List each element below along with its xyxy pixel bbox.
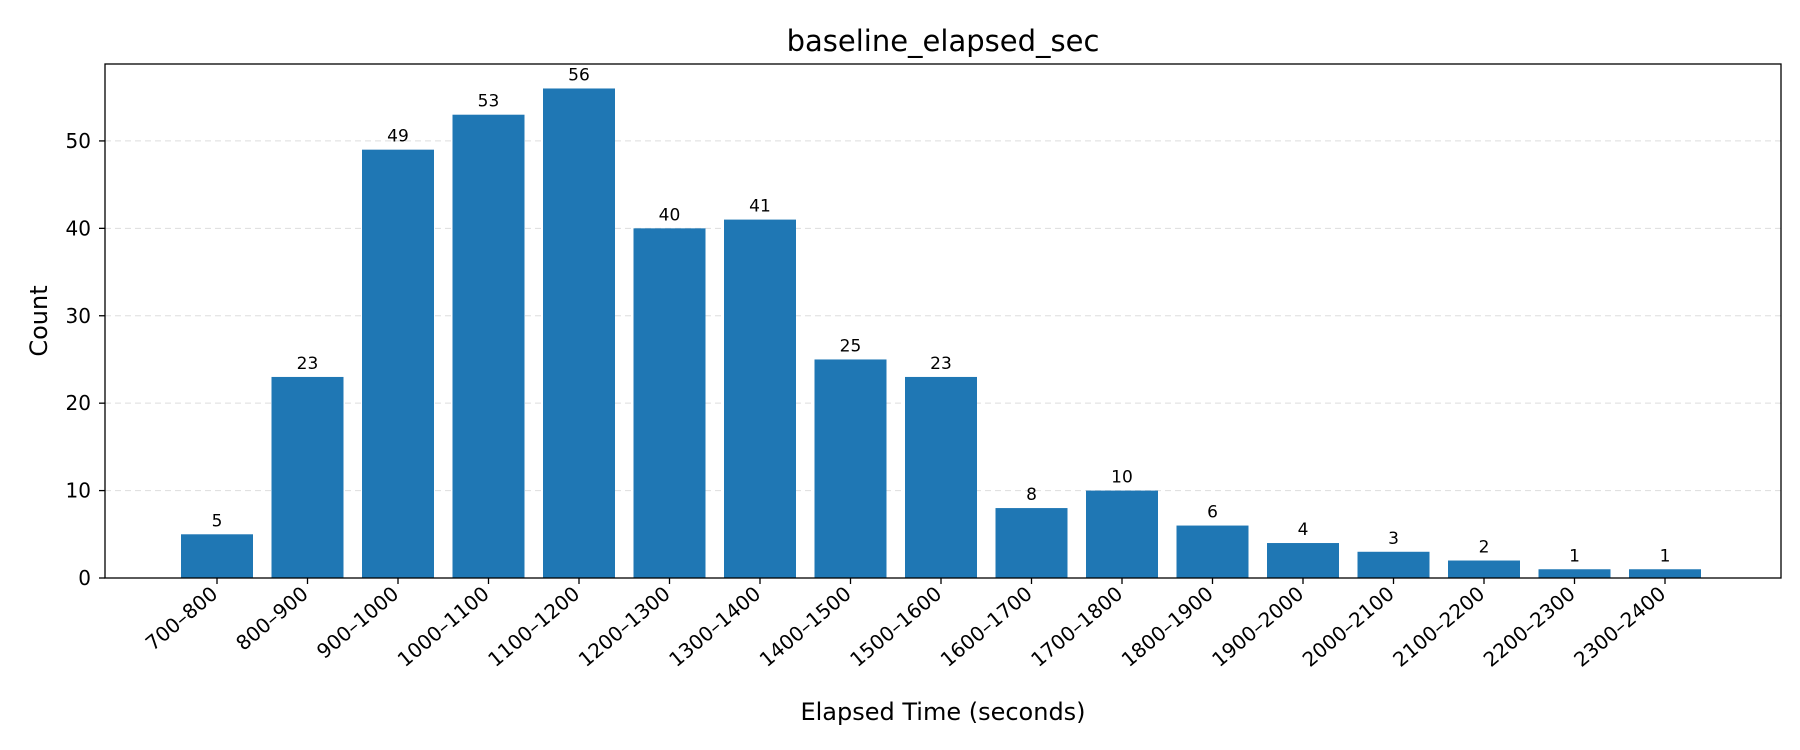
y-tick-label: 50: [66, 129, 91, 153]
bar: [1176, 525, 1249, 578]
plot-frame: [104, 63, 1782, 579]
x-tick-label: 1800–1900: [1117, 581, 1218, 671]
bar-value-label: 5: [212, 511, 223, 531]
x-tick-label: 1000–1100: [393, 581, 494, 671]
bar: [1448, 560, 1520, 578]
x-tick-label: 2300–2400: [1569, 581, 1670, 671]
bar-value-label: 1: [1660, 546, 1671, 566]
x-tick-label: 1100–1200: [483, 581, 584, 671]
bar: [995, 508, 1068, 578]
x-tick-label: 2200–2300: [1479, 581, 1580, 671]
bar-value-label: 8: [1026, 485, 1037, 505]
bar-value-label: 25: [840, 336, 862, 356]
bar-value-label: 23: [297, 354, 319, 374]
bars: [181, 88, 1701, 578]
bar-value-label: 3: [1388, 529, 1399, 549]
bar-value-label: 2: [1479, 538, 1490, 558]
bar-value-label: 56: [568, 65, 590, 85]
bar: [1086, 490, 1158, 578]
bar: [1629, 569, 1701, 578]
chart-title: baseline_elapsed_sec: [787, 24, 1100, 58]
x-axis-label: Elapsed Time (seconds): [800, 698, 1085, 726]
x-tick-label: 2000–2100: [1298, 581, 1399, 671]
x-tick-label: 1500–1600: [845, 581, 946, 671]
bar: [181, 534, 253, 578]
y-tick-label: 30: [66, 304, 91, 328]
data-labels: 5 23 49 53 56 40 41 25 23 8 10 6 4 3 2 1 1: [212, 65, 1671, 566]
x-tick-label: 1300–1400: [664, 581, 765, 671]
x-tick-label: 1200–1300: [574, 581, 675, 671]
bar: [271, 376, 344, 578]
bar-value-label: 41: [749, 197, 771, 217]
bar-value-label: 1: [1569, 546, 1580, 566]
x-tick-label: 1700–1800: [1026, 581, 1127, 671]
y-axis-ticks: 0 10 20 30 40 50: [66, 129, 105, 590]
x-tick-label: 800–900: [231, 581, 313, 655]
bar: [905, 376, 977, 578]
x-tick-label: 2100–2200: [1388, 581, 1489, 671]
x-tick-label: 700–800: [141, 581, 223, 655]
bar-value-label: 40: [659, 205, 681, 225]
bar-value-label: 23: [930, 354, 952, 374]
bar: [1538, 569, 1611, 578]
bar: [362, 149, 434, 578]
bar: [452, 114, 525, 578]
bar: [724, 219, 796, 578]
y-axis-label: Count: [25, 285, 53, 356]
bar: [633, 228, 706, 578]
bar-value-label: 6: [1207, 503, 1218, 523]
x-axis-ticks: 700–800 800–900 900–10001000–11001100–1200…: [141, 578, 1670, 672]
y-tick-label: 40: [66, 216, 91, 240]
y-tick-label: 20: [66, 391, 91, 415]
bar-value-label: 10: [1111, 468, 1133, 488]
bar: [814, 359, 887, 578]
bar-value-label: 53: [478, 92, 500, 112]
bar-value-label: 49: [387, 127, 409, 147]
x-tick-label: 1600–1700: [936, 581, 1037, 671]
x-tick-label: 1400–1500: [755, 581, 856, 671]
bar: [1267, 543, 1339, 578]
x-tick-label: 900–1000: [312, 581, 403, 663]
y-tick-label: 0: [78, 566, 91, 590]
bar: [543, 88, 615, 578]
bar: [1357, 551, 1430, 578]
x-tick-label: 1900–2000: [1207, 581, 1308, 671]
y-tick-label: 10: [66, 479, 91, 503]
bar-value-label: 4: [1298, 520, 1309, 540]
